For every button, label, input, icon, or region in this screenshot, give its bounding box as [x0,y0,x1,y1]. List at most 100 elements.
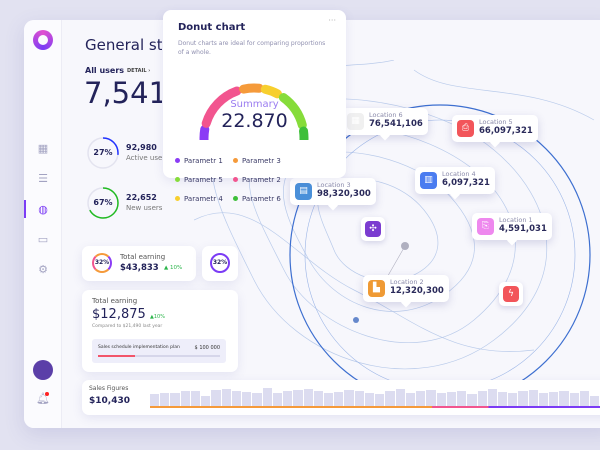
sales-bar [354,391,364,406]
legend-item: Parametr 5 [175,176,233,184]
ring-card[interactable]: 32% [202,246,238,281]
sales-bar [497,392,508,406]
card-icon[interactable]: ▭ [37,233,49,246]
new-users-percent: 67% [93,198,113,207]
sales-bar [569,393,579,406]
gauge-segment [201,86,242,128]
sales-bar [201,395,211,406]
sales-bar [313,391,323,406]
location-icon: ▤ [295,183,312,200]
fan-icon: ✣ [365,221,381,237]
donut-chart-card: Donut chart ··· Donut charts are ideal f… [163,10,346,203]
sales-bar [242,391,252,406]
lightning-icon: ϟ [503,286,519,302]
location-icon: ▙ [368,280,385,297]
earning-big-label: Total earning [92,297,138,305]
location-popup[interactable]: ⎘ Location 1 4,591,031 [472,213,552,240]
sales-bar [579,391,590,406]
sales-line [150,406,600,408]
grid-icon[interactable]: ▦ [37,142,49,155]
avatar[interactable] [33,360,53,380]
sales-figures-card[interactable]: Sales Figures $10,430 [82,380,600,415]
sales-bar [436,393,446,406]
gauge-segment [260,84,282,99]
sales-bar [211,390,221,406]
total-earning-big-card[interactable]: Total earning $12,875 ▲10% Compared to $… [82,290,238,372]
detail-link[interactable]: DETAIL › [127,68,151,74]
location-name: Location 6 [369,111,403,119]
sales-bar [344,389,354,406]
sales-bar [559,390,569,406]
sales-bar [303,388,313,406]
location-value: 98,320,300 [317,189,371,199]
sales-bar [293,390,303,406]
more-menu-icon[interactable]: ··· [328,16,336,25]
gauge-segment [278,93,307,130]
sales-bar [364,393,375,406]
legend-item: Parametr 6 [233,195,291,203]
marker-red[interactable]: ϟ [499,282,523,306]
sales-bar [180,391,190,406]
donut-title: Donut chart [178,22,246,33]
location-value: 76,541,106 [369,119,423,129]
sales-bar [549,391,559,406]
plan-label: Sales schedule implementation plan [98,345,180,350]
location-value: 6,097,321 [442,178,490,188]
marker-purple[interactable]: ✣ [361,217,385,241]
sliders-icon[interactable]: ☰ [38,172,48,185]
legend-dot [233,177,238,182]
all-users-label: All users [85,66,125,75]
location-popup[interactable]: ▙ Location 2 12,320,300 [363,275,449,302]
ring-32: 32% [210,253,230,273]
sales-bar [416,391,426,406]
donut-description: Donut charts are ideal for comparing pro… [178,40,326,56]
sales-bar [508,393,518,406]
active-indicator [24,200,26,218]
active-users-label: Active users [126,154,162,162]
globe-icon[interactable]: ◍ [38,203,48,216]
gauge-segment [199,124,210,140]
donut-legend: Parametr 1 Parametr 3 Parametr 5 Parametr 2… [175,148,345,205]
new-users-label: New users [126,204,163,212]
sales-bar [283,391,293,406]
sales-bar [395,389,405,406]
location-popup[interactable]: ▥ Location 4 6,097,321 [415,167,495,194]
sales-bar [190,391,201,406]
legend-label: Parametr 1 [184,157,223,165]
legend-item: Parametr 2 [233,176,291,184]
settings-icon[interactable]: ⚙ [38,263,48,276]
all-users-value: 7,541,390 [84,76,162,110]
sales-bar [467,393,477,406]
legend-item: Parametr 1 [175,157,233,165]
new-users-value: 22,652 [126,193,157,202]
legend-dot [233,158,238,163]
location-name: Location 1 [499,216,533,224]
location-popup[interactable]: ▤ Location 3 98,320,300 [290,178,376,205]
location-value: 66,097,321 [479,126,533,136]
earning-label: Total earning [120,253,166,261]
active-users-value: 92,980 [126,143,157,152]
location-popup[interactable]: ▦ Location 6 76,541,106 [342,108,428,135]
sales-bar [518,391,528,406]
plan-box: Sales schedule implementation plan $ 100… [92,339,226,363]
total-earning-card[interactable]: 32% Total earning $43,833 ▲ 10% [82,246,196,281]
sales-bar [487,389,497,406]
sales-bar [150,394,160,406]
legend-item: Parametr 4 [175,195,233,203]
sales-bar [528,390,538,406]
earning-change: ▲ 10% [164,265,183,271]
location-value: 4,591,031 [499,224,547,234]
donut-gauge [199,83,309,140]
sales-bar [170,392,180,406]
plan-value: $ 100 000 [194,345,220,351]
active-users-percent: 27% [93,148,113,157]
location-value: 12,320,300 [390,286,444,296]
gauge-segment [239,83,264,94]
earning-compare: Compared to $21,490 last year [92,324,163,329]
earning-big-change: ▲10% [150,314,165,320]
location-popup[interactable]: ⎙ Location 5 66,097,321 [452,115,538,142]
legend-dot [175,177,180,182]
page-title: General statistics [85,36,162,54]
sales-bar [590,395,600,406]
legend-dot [175,196,180,201]
